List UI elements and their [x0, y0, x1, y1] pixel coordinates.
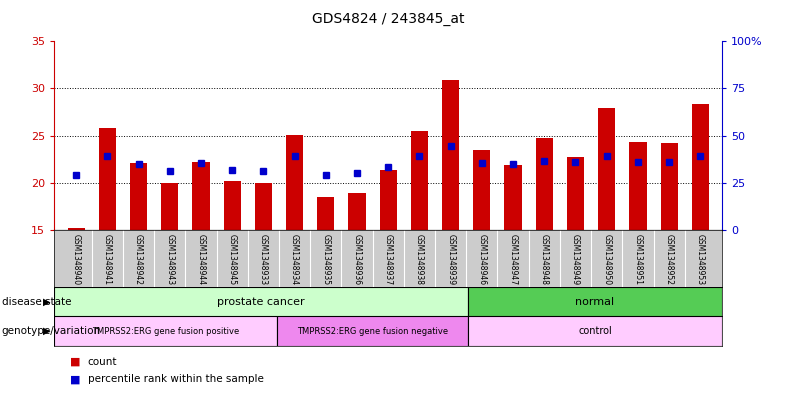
Bar: [223, 181, 241, 230]
Text: TMPRSS2:ERG gene fusion negative: TMPRSS2:ERG gene fusion negative: [297, 327, 448, 336]
Bar: [380, 171, 397, 230]
Text: GSM1348952: GSM1348952: [665, 234, 674, 285]
Text: GSM1348937: GSM1348937: [384, 234, 393, 285]
Text: disease state: disease state: [2, 297, 71, 307]
Bar: [535, 138, 553, 230]
Bar: [567, 157, 584, 230]
Text: count: count: [88, 356, 117, 367]
Text: GSM1348947: GSM1348947: [508, 234, 518, 285]
Text: control: control: [578, 326, 612, 336]
Text: prostate cancer: prostate cancer: [217, 297, 305, 307]
Text: ▶: ▶: [43, 297, 50, 307]
Text: GSM1348945: GSM1348945: [227, 234, 237, 285]
Bar: [598, 108, 615, 230]
Bar: [277, 316, 468, 346]
Bar: [442, 80, 459, 230]
Text: GSM1348946: GSM1348946: [477, 234, 486, 285]
Text: percentile rank within the sample: percentile rank within the sample: [88, 374, 263, 384]
Text: genotype/variation: genotype/variation: [2, 326, 101, 336]
Text: GSM1348951: GSM1348951: [634, 234, 642, 285]
Bar: [411, 131, 428, 230]
Bar: [286, 135, 303, 230]
Text: GSM1348949: GSM1348949: [571, 234, 580, 285]
Bar: [255, 183, 272, 230]
Text: ■: ■: [70, 374, 81, 384]
Bar: [630, 142, 646, 230]
Text: GSM1348939: GSM1348939: [446, 234, 455, 285]
Bar: [661, 143, 678, 230]
Bar: [468, 287, 722, 316]
Text: normal: normal: [575, 297, 614, 307]
Text: GSM1348934: GSM1348934: [290, 234, 299, 285]
Bar: [318, 197, 334, 230]
Text: GSM1348948: GSM1348948: [539, 234, 549, 285]
Text: GSM1348953: GSM1348953: [696, 234, 705, 285]
Bar: [68, 228, 85, 230]
Bar: [161, 183, 178, 230]
Bar: [349, 193, 365, 230]
Text: TMPRSS2:ERG gene fusion positive: TMPRSS2:ERG gene fusion positive: [92, 327, 239, 336]
Text: GSM1348933: GSM1348933: [259, 234, 268, 285]
Bar: [99, 128, 116, 230]
Bar: [504, 165, 522, 230]
Bar: [468, 316, 722, 346]
Text: GDS4824 / 243845_at: GDS4824 / 243845_at: [312, 12, 464, 26]
Text: GSM1348936: GSM1348936: [353, 234, 361, 285]
Text: GSM1348943: GSM1348943: [165, 234, 174, 285]
Bar: [54, 316, 277, 346]
Text: GSM1348938: GSM1348938: [415, 234, 424, 285]
Text: GSM1348942: GSM1348942: [134, 234, 143, 285]
Bar: [130, 163, 147, 230]
Text: GSM1348940: GSM1348940: [72, 234, 81, 285]
Text: GSM1348935: GSM1348935: [322, 234, 330, 285]
Bar: [473, 150, 491, 230]
Text: GSM1348944: GSM1348944: [196, 234, 205, 285]
Bar: [192, 162, 210, 230]
Text: GSM1348941: GSM1348941: [103, 234, 112, 285]
Text: ▶: ▶: [43, 326, 50, 336]
Bar: [692, 103, 709, 230]
Text: GSM1348950: GSM1348950: [602, 234, 611, 285]
Bar: [54, 287, 468, 316]
Text: ■: ■: [70, 356, 81, 367]
